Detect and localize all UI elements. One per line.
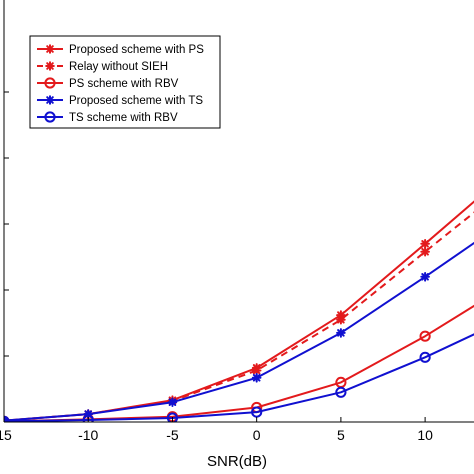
data-point xyxy=(420,272,430,282)
legend: Proposed scheme with PS Relay without SIE… xyxy=(29,35,221,129)
data-point xyxy=(167,397,178,407)
series-layer xyxy=(4,200,474,422)
data-point xyxy=(166,412,179,422)
legend-item: TS scheme with RBV xyxy=(37,111,178,124)
series-line xyxy=(4,241,474,422)
x-tick-label: 10 xyxy=(417,427,433,443)
data-point xyxy=(336,314,346,325)
legend-marker xyxy=(44,111,56,123)
x-tick-label: -5 xyxy=(166,427,179,443)
data-point xyxy=(4,415,10,422)
data-point xyxy=(419,330,431,342)
legend-marker xyxy=(45,95,55,105)
legend-item: Proposed scheme with TS xyxy=(37,95,203,107)
data-point xyxy=(335,386,347,398)
data-point xyxy=(420,239,430,249)
axis-layer: 15-10-50510152025 xyxy=(0,0,474,443)
legend-label: TS scheme with RBV xyxy=(69,112,178,124)
x-tick-label: 15 xyxy=(0,427,12,443)
x-axis-title: SNR(dB) xyxy=(207,453,267,470)
legend-marker xyxy=(45,44,55,54)
data-point xyxy=(420,246,430,257)
legend-item: Relay without SIEH xyxy=(37,61,168,73)
legend-label: Proposed scheme with PS xyxy=(69,44,204,56)
x-tick-label: 5 xyxy=(337,427,345,443)
series-line xyxy=(4,211,474,422)
series-line xyxy=(4,333,474,422)
legend-marker xyxy=(45,61,55,71)
x-tick-label: 0 xyxy=(253,427,261,443)
legend-label: Relay without SIEH xyxy=(69,61,168,73)
legend-item: Proposed scheme with PS xyxy=(37,44,204,56)
data-point xyxy=(251,406,263,418)
legend-label: Proposed scheme with TS xyxy=(69,95,203,107)
series-5 xyxy=(4,333,474,422)
x-tick-label: -10 xyxy=(78,427,98,443)
data-point xyxy=(336,328,346,338)
legend-marker xyxy=(44,77,56,89)
legend-item: PS scheme with RBV xyxy=(37,77,179,90)
legend-label: PS scheme with RBV xyxy=(69,78,179,90)
data-point xyxy=(251,372,262,383)
data-point xyxy=(419,351,431,363)
data-point xyxy=(82,414,94,422)
